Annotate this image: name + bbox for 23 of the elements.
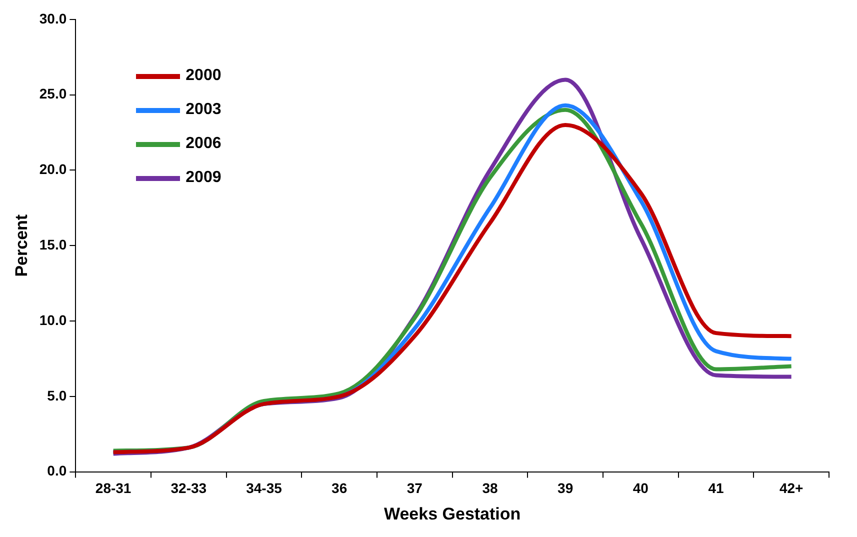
y-tick-label: 20.0 <box>39 161 67 178</box>
x-tick-label: 38 <box>482 480 498 496</box>
y-tick-label: 30.0 <box>39 10 67 26</box>
x-tick-label: 42+ <box>779 480 804 496</box>
x-tick-label: 32-33 <box>170 480 207 496</box>
legend-label: 2009 <box>186 169 222 188</box>
x-tick-label: 36 <box>332 480 348 496</box>
legend-label: 2006 <box>186 135 222 154</box>
x-tick-label: 40 <box>632 480 649 496</box>
y-tick-label: 25.0 <box>39 86 67 102</box>
x-tick-label: 41 <box>708 480 724 496</box>
y-tick-label: 10.0 <box>39 312 67 328</box>
y-axis-title: Percent <box>12 214 31 277</box>
y-tick-label: 5.0 <box>47 387 67 404</box>
x-axis-title: Weeks Gestation <box>384 504 521 524</box>
legend-label: 2000 <box>186 67 222 86</box>
x-tick-label: 34-35 <box>246 480 282 496</box>
y-tick-label: 0.0 <box>47 462 67 479</box>
x-tick-label: 37 <box>406 480 423 496</box>
x-tick-label: 28-31 <box>95 480 132 496</box>
x-tick-label: 39 <box>558 480 574 496</box>
y-tick-label: 15.0 <box>39 236 67 252</box>
legend-label: 2003 <box>186 101 222 120</box>
